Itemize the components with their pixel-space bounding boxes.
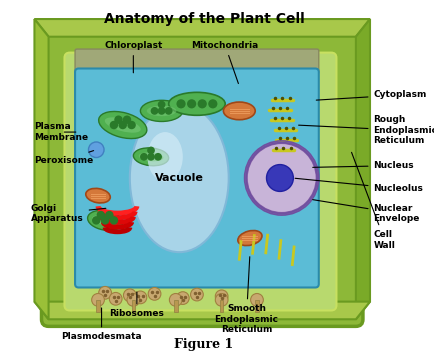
Polygon shape <box>355 19 369 319</box>
Circle shape <box>197 99 206 109</box>
Circle shape <box>158 101 165 109</box>
Ellipse shape <box>237 231 261 246</box>
Text: Cytoplasm: Cytoplasm <box>316 90 426 100</box>
Text: Mitochondria: Mitochondria <box>191 41 258 84</box>
Bar <box>255 300 258 312</box>
Circle shape <box>164 107 172 115</box>
Text: Ribosomes: Ribosomes <box>109 292 164 319</box>
Circle shape <box>190 288 203 301</box>
Circle shape <box>246 143 316 213</box>
Circle shape <box>158 107 165 115</box>
Text: Plasma
Membrane: Plasma Membrane <box>34 122 89 142</box>
Circle shape <box>99 287 111 299</box>
Circle shape <box>109 292 122 305</box>
Text: Rough
Endoplasmic
Reticulum: Rough Endoplasmic Reticulum <box>298 115 434 145</box>
Ellipse shape <box>147 132 182 182</box>
Ellipse shape <box>140 100 182 121</box>
Circle shape <box>114 115 122 124</box>
Ellipse shape <box>92 215 118 226</box>
Circle shape <box>176 99 185 109</box>
Text: Figure 1: Figure 1 <box>174 338 233 351</box>
Bar <box>96 300 99 312</box>
Ellipse shape <box>133 148 168 166</box>
Text: Nuclear
Envelope: Nuclear Envelope <box>312 200 419 223</box>
Circle shape <box>122 115 131 124</box>
Text: Anatomy of the Plant Cell: Anatomy of the Plant Cell <box>103 12 304 26</box>
Text: Nucleolus: Nucleolus <box>294 178 422 193</box>
Text: Vacuole: Vacuole <box>155 173 203 183</box>
FancyBboxPatch shape <box>75 68 318 288</box>
Circle shape <box>127 293 139 306</box>
Circle shape <box>176 292 189 304</box>
Circle shape <box>215 290 227 303</box>
FancyBboxPatch shape <box>75 49 318 74</box>
Ellipse shape <box>105 117 141 133</box>
Circle shape <box>92 293 104 306</box>
Polygon shape <box>34 302 369 319</box>
Circle shape <box>96 211 105 219</box>
Circle shape <box>250 293 263 306</box>
Circle shape <box>266 164 293 192</box>
FancyBboxPatch shape <box>41 30 362 326</box>
Circle shape <box>134 291 146 304</box>
Circle shape <box>147 147 155 155</box>
Circle shape <box>109 121 118 129</box>
Circle shape <box>92 216 100 225</box>
Ellipse shape <box>138 152 163 161</box>
Text: Golgi
Apparatus: Golgi Apparatus <box>31 204 105 223</box>
Circle shape <box>127 121 135 129</box>
Polygon shape <box>34 19 369 37</box>
Circle shape <box>118 121 127 129</box>
Text: Smooth
Endoplasmic
Reticulum: Smooth Endoplasmic Reticulum <box>214 257 278 334</box>
Circle shape <box>147 153 155 161</box>
Text: Cell
Wall: Cell Wall <box>351 152 395 250</box>
Text: Plasmodesmata: Plasmodesmata <box>61 308 141 341</box>
Circle shape <box>208 99 217 109</box>
Circle shape <box>148 288 161 300</box>
Circle shape <box>215 293 227 306</box>
Circle shape <box>88 142 104 157</box>
Circle shape <box>123 289 136 302</box>
Circle shape <box>140 153 148 161</box>
Circle shape <box>109 216 118 225</box>
Ellipse shape <box>146 106 176 116</box>
Circle shape <box>154 153 161 161</box>
Circle shape <box>105 211 113 219</box>
Circle shape <box>150 107 158 115</box>
Ellipse shape <box>99 111 147 138</box>
Ellipse shape <box>87 210 122 230</box>
Bar <box>174 300 177 312</box>
Circle shape <box>169 293 182 306</box>
Polygon shape <box>34 19 49 319</box>
Bar <box>219 300 223 312</box>
Ellipse shape <box>129 104 228 252</box>
Ellipse shape <box>168 92 225 115</box>
Text: Nucleus: Nucleus <box>312 161 413 170</box>
FancyBboxPatch shape <box>64 53 335 310</box>
Ellipse shape <box>85 188 110 203</box>
Text: Chloroplast: Chloroplast <box>104 41 162 73</box>
Circle shape <box>187 99 196 109</box>
Circle shape <box>101 216 109 225</box>
Text: Peroxisome: Peroxisome <box>34 151 93 165</box>
Bar <box>131 300 135 312</box>
Ellipse shape <box>223 102 255 120</box>
